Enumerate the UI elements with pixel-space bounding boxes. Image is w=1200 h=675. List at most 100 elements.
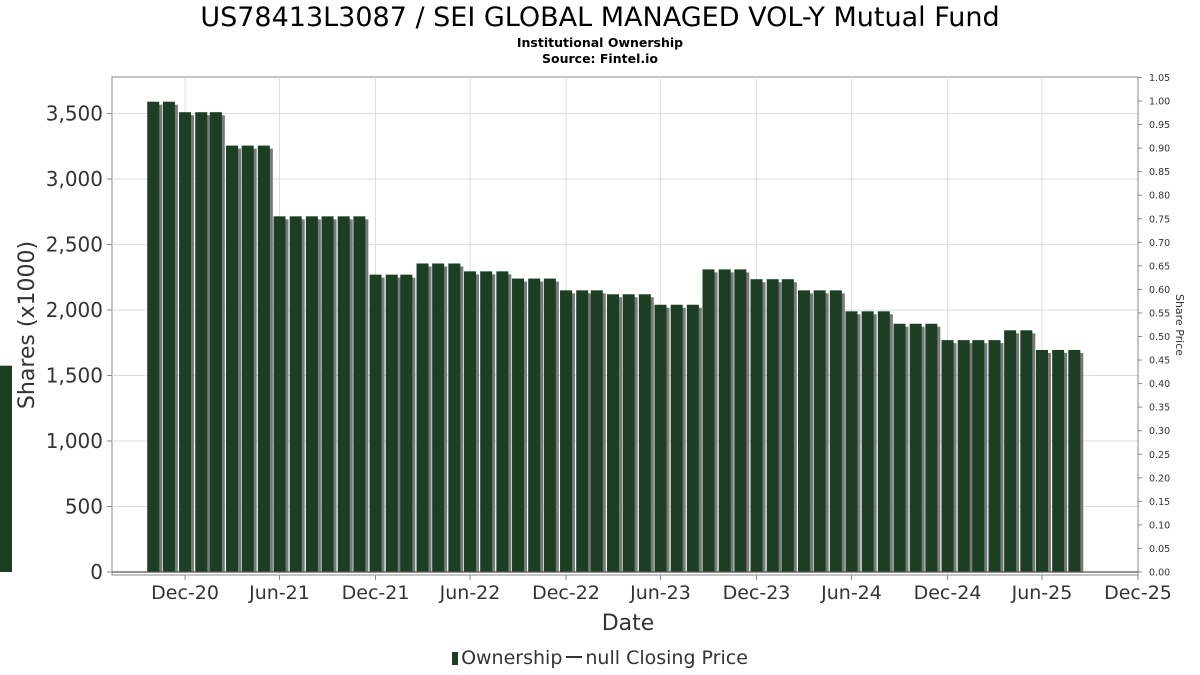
x-tick-label: Jun-22 — [439, 582, 501, 604]
chart-source: Source: Fintel.io — [542, 51, 658, 66]
ownership-bar — [845, 311, 858, 572]
ownership-bar — [195, 112, 208, 572]
ownership-bar — [241, 145, 254, 572]
ownership-bar — [638, 294, 651, 572]
ownership-bar — [813, 290, 826, 572]
x-tick-label: Dec-21 — [342, 582, 410, 604]
ownership-bar — [798, 290, 811, 572]
y-tick-label: 3,000 — [46, 167, 103, 191]
ownership-bar — [480, 271, 493, 572]
ownership-bar — [179, 112, 192, 572]
y2-tick-label: 0.95 — [1149, 120, 1170, 131]
ownership-bar — [893, 323, 906, 572]
ownership-bar — [512, 278, 525, 572]
ownership-bar — [1020, 330, 1033, 572]
y2-tick-label: 0.00 — [1149, 568, 1170, 579]
y2-axis-label: Share Price — [1173, 294, 1186, 356]
legend: Ownership null Closing Price — [0, 646, 1200, 670]
y-tick-label: 1,000 — [46, 429, 103, 453]
ownership-bar — [353, 216, 366, 572]
y2-tick-label: 0.50 — [1149, 332, 1170, 343]
y2-tick-label: 0.75 — [1149, 214, 1170, 225]
ownership-bar — [385, 274, 398, 572]
y2-tick-label: 0.55 — [1149, 308, 1170, 319]
ownership-bar — [1068, 349, 1081, 572]
ownership-bar — [464, 271, 477, 572]
ownership-bar — [606, 294, 619, 572]
ownership-bar — [972, 340, 985, 572]
y-tick-label: 500 — [65, 495, 103, 519]
y2-tick-label: 0.80 — [1149, 191, 1170, 202]
ownership-bar — [1035, 349, 1048, 572]
y-tick-label: 0 — [90, 560, 103, 584]
y2-tick-label: 0.10 — [1149, 520, 1170, 531]
ownership-bar — [734, 269, 747, 572]
chart-subtitle: Institutional Ownership — [516, 35, 684, 50]
y2-tick-label: 0.40 — [1149, 379, 1170, 390]
ownership-bar — [957, 340, 970, 572]
ownership-bar — [369, 274, 382, 572]
legend-price-label: null Closing Price — [585, 647, 748, 669]
ownership-bar — [766, 279, 779, 572]
y2-tick-label: 1.00 — [1149, 97, 1170, 108]
y2-tick-label: 0.85 — [1149, 167, 1170, 178]
ownership-bar — [654, 304, 667, 572]
y2-tick-label: 0.05 — [1149, 544, 1170, 555]
ownership-bar — [941, 340, 954, 572]
ownership-bar — [226, 145, 239, 572]
y-tick-label: 1,500 — [46, 364, 103, 388]
x-tick-label: Jun-21 — [248, 582, 310, 604]
x-tick-label: Dec-25 — [1104, 582, 1172, 604]
ownership-bar — [147, 101, 160, 573]
ownership-bar — [162, 101, 175, 573]
y2-tick-label: 0.65 — [1149, 261, 1170, 272]
ownership-bar — [686, 304, 699, 572]
ownership-bar — [909, 323, 922, 572]
ownership-bar — [576, 290, 589, 572]
ownership-bar — [718, 269, 731, 572]
ownership-bar — [528, 278, 541, 572]
ownership-bar — [590, 290, 603, 572]
ownership-bar — [448, 263, 461, 572]
ownership-bar — [622, 294, 635, 572]
ownership-bar — [289, 216, 302, 572]
ownership-bar — [781, 279, 794, 572]
ownership-bar — [0, 365, 12, 572]
y-tick-label: 2,500 — [46, 233, 103, 257]
ownership-bar — [257, 145, 270, 572]
ownership-bar — [432, 263, 445, 572]
ownership-bar — [273, 216, 286, 572]
ownership-bar — [861, 311, 874, 572]
chart-title: US78413L3087 / SEI GLOBAL MANAGED VOL-Y … — [200, 2, 1000, 33]
y2-tick-label: 0.90 — [1149, 144, 1170, 155]
x-tick-label: Dec-24 — [914, 582, 982, 604]
ownership-bar — [560, 290, 573, 572]
x-tick-label: Dec-23 — [723, 582, 791, 604]
y2-tick-label: 0.70 — [1149, 238, 1170, 249]
ownership-legend-swatch — [452, 652, 459, 665]
x-tick-label: Dec-22 — [532, 582, 600, 604]
ownership-bar — [496, 271, 509, 572]
ownership-bar — [321, 216, 334, 572]
x-tick-label: Jun-25 — [1011, 582, 1073, 604]
legend-ownership-label: Ownership — [461, 647, 563, 669]
ownership-bar — [305, 216, 318, 572]
y2-tick-label: 0.20 — [1149, 473, 1170, 484]
ownership-bar — [829, 290, 842, 572]
ownership-bar — [543, 278, 556, 572]
x-tick-label: Jun-24 — [820, 582, 882, 604]
ownership-bar — [925, 323, 938, 572]
y-tick-label: 2,000 — [46, 298, 103, 322]
ownership-bar — [337, 216, 350, 572]
y2-tick-label: 0.35 — [1149, 403, 1170, 414]
price-legend-line — [566, 656, 583, 658]
ownership-bar — [877, 311, 890, 572]
ownership-bar — [670, 304, 683, 572]
ownership-bar — [750, 279, 763, 572]
y-axis-label: Shares (x1000) — [15, 241, 40, 409]
y2-tick-label: 0.60 — [1149, 285, 1170, 296]
y2-tick-label: 0.30 — [1149, 426, 1170, 437]
x-axis-label: Date — [602, 611, 655, 636]
axes: 0 500 1,000 1,500 2,000 2,500 3,000 3,500 Dec-20… — [46, 73, 1172, 604]
